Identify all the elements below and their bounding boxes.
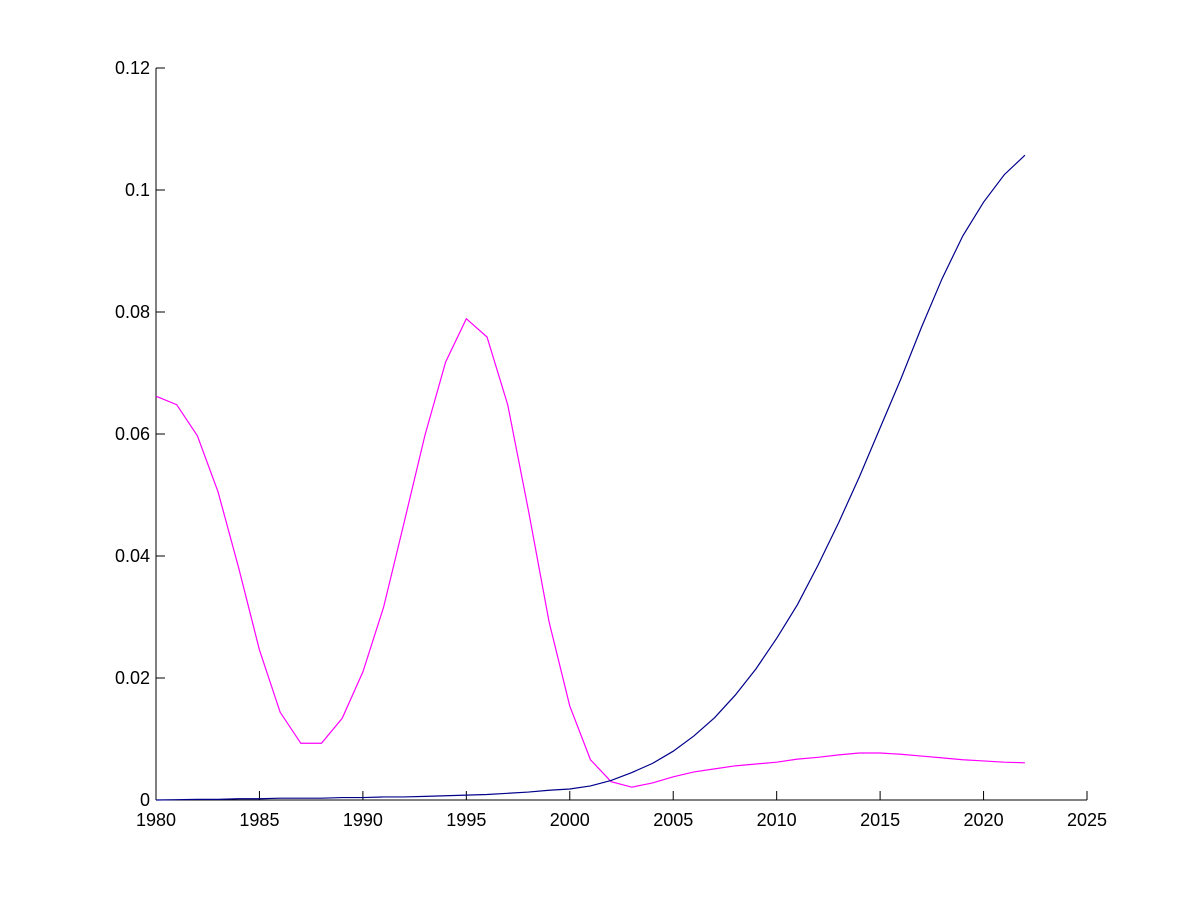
x-tick-label: 2000: [550, 810, 590, 830]
y-tick-label: 0.04: [115, 546, 150, 566]
line: [155, 317, 1025, 788]
line: [155, 154, 1026, 801]
x-tick-label: 1985: [239, 810, 279, 830]
x-tick-label: 2025: [1067, 810, 1107, 830]
x-tick-label: 2020: [964, 810, 1004, 830]
x-tick-label: 2005: [653, 810, 693, 830]
x-tick-label: 1995: [446, 810, 486, 830]
x-tick-label: 1990: [343, 810, 383, 830]
y-tick-label: 0: [140, 790, 150, 810]
y-tick-label: 0.08: [115, 302, 150, 322]
x-tick-label: 2015: [860, 810, 900, 830]
y-tick-label: 0.02: [115, 668, 150, 688]
y-tick-label: 0.06: [115, 424, 150, 444]
y-tick-label: 0.1: [125, 180, 150, 200]
y-tick-label: 0.12: [115, 58, 150, 78]
x-tick-label: 2010: [757, 810, 797, 830]
x-tick-label: 1980: [136, 810, 176, 830]
